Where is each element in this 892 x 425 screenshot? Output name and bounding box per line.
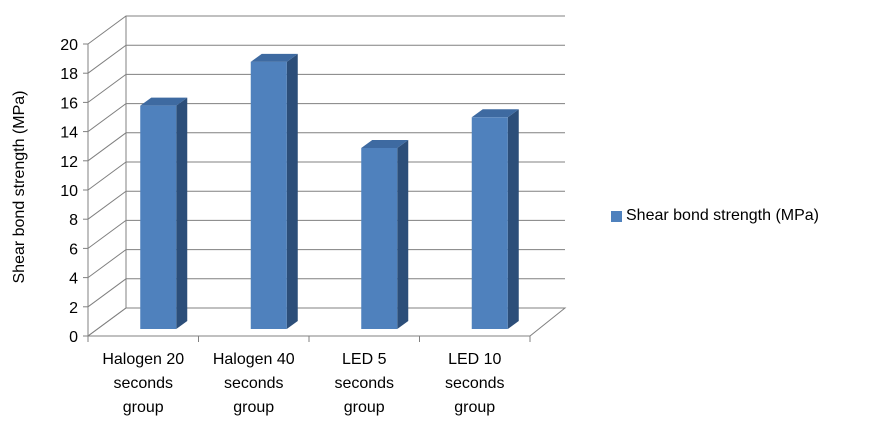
- bars-layer: [140, 53, 519, 330]
- bar-front: [471, 117, 508, 329]
- gridline: [87, 249, 565, 279]
- gridline: [87, 73, 565, 103]
- bar-side: [397, 139, 409, 329]
- bar: [471, 109, 519, 329]
- gridline: [87, 307, 565, 337]
- bar-front: [140, 105, 177, 330]
- y-axis-label: Shear bond strength (MPa): [11, 91, 28, 284]
- y-tick-label: 10: [60, 183, 78, 200]
- bar-top: [471, 109, 519, 118]
- gridline: [87, 15, 565, 45]
- y-tick-label: 4: [69, 271, 78, 288]
- bar-front: [361, 147, 398, 329]
- gridline: [87, 103, 565, 133]
- legend-swatch: [611, 210, 622, 222]
- bar: [250, 53, 298, 329]
- y-tick-label: 6: [69, 241, 78, 258]
- gridline: [87, 219, 565, 249]
- y-tick-label: 2: [69, 300, 78, 317]
- ytick-labels: 0 2 4 6 8 10 12 14 16 18 20: [60, 37, 78, 346]
- bar-top: [140, 97, 188, 106]
- category-label: LED 5 seconds group: [334, 351, 394, 416]
- category-labels: Halogen 20 seconds group Halogen 40 seconds g…: [102, 351, 504, 416]
- gridline: [87, 161, 565, 191]
- gridline: [87, 278, 565, 308]
- y-tick-label: 16: [60, 95, 78, 112]
- bar: [140, 97, 188, 330]
- bar-side: [176, 97, 188, 330]
- y-tick-label: 20: [60, 37, 78, 54]
- category-label: Halogen 20 seconds group: [102, 351, 184, 416]
- y-tick-label: 18: [60, 66, 78, 83]
- y-tick-label: 12: [60, 154, 78, 171]
- category-label: Halogen 40 seconds group: [213, 351, 295, 416]
- bar-side: [286, 53, 298, 329]
- bar-side: [507, 109, 519, 329]
- legend: Shear bond strength (MPa): [611, 207, 819, 225]
- bar-top: [250, 53, 298, 62]
- grid-layer: [83, 15, 567, 342]
- y-tick-label: 14: [60, 125, 78, 142]
- bar: [361, 139, 409, 329]
- gridline: [87, 190, 565, 220]
- category-label: LED 10 seconds group: [445, 351, 505, 416]
- gridline: [87, 44, 565, 74]
- bar-front: [250, 61, 287, 329]
- bar-top: [361, 139, 409, 148]
- y-tick-label: 8: [69, 212, 78, 229]
- y-tick-label: 0: [69, 329, 78, 346]
- gridline: [87, 132, 565, 162]
- legend-label: Shear bond strength (MPa): [626, 207, 819, 224]
